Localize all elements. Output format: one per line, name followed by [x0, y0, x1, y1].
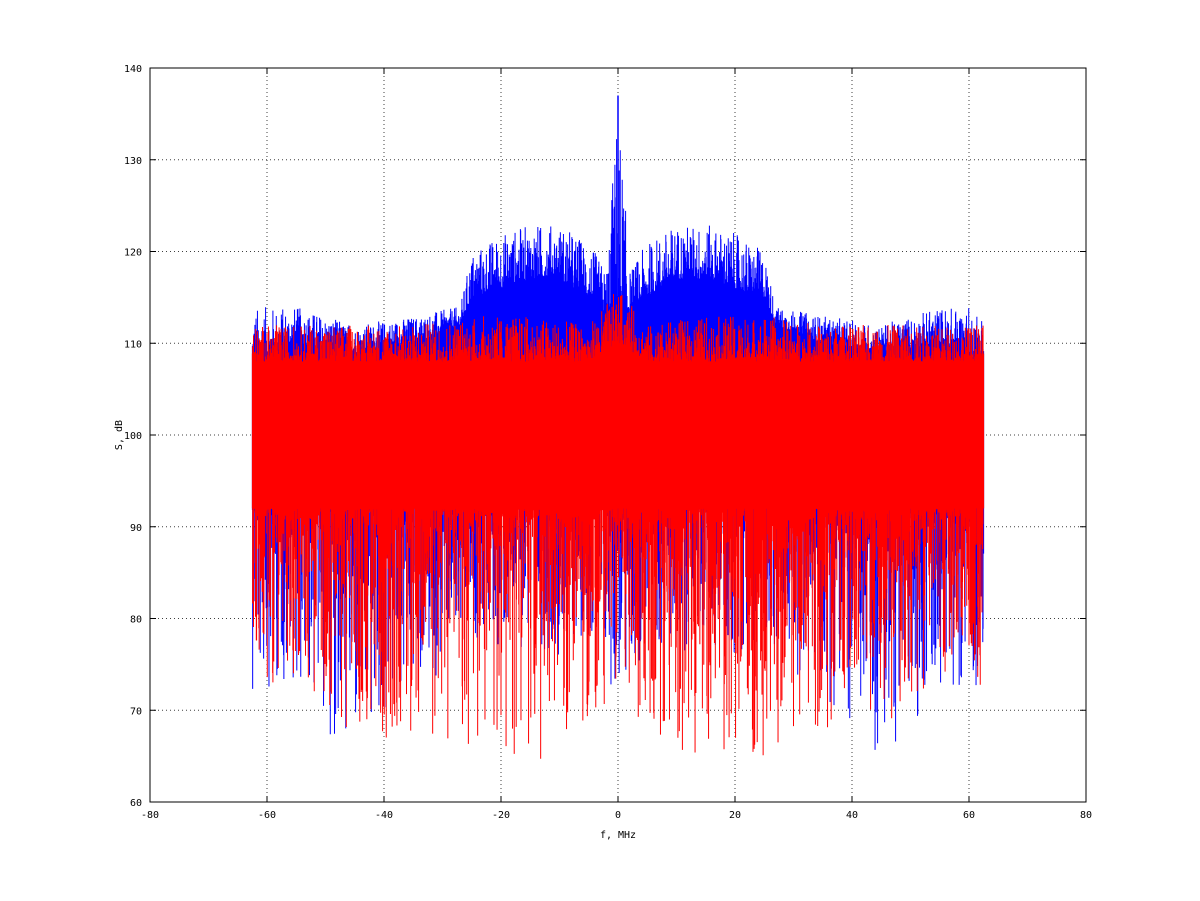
x-tick-label: -40 — [375, 810, 393, 821]
x-tick-label: -80 — [141, 810, 159, 821]
x-tick-labels: -80 -60 -40 -20 0 20 40 60 80 — [141, 810, 1092, 821]
y-tick-label: 130 — [124, 156, 142, 167]
series-2-trace — [251, 293, 985, 759]
y-tick-label: 80 — [130, 615, 142, 626]
x-tick-label: 20 — [729, 810, 741, 821]
y-tick-label: 110 — [124, 339, 142, 350]
y-axis-label: S, dB — [114, 420, 125, 450]
y-tick-label: 140 — [124, 64, 142, 75]
y-tick-label: 90 — [130, 523, 142, 534]
y-tick-label: 60 — [130, 798, 142, 809]
x-axis-label: f, MHz — [600, 830, 636, 841]
series-layer — [251, 95, 985, 759]
axes-frame — [149, 67, 1087, 803]
x-tick-label: -20 — [492, 810, 510, 821]
y-tick-label: 120 — [124, 248, 142, 259]
y-tick-label: 70 — [130, 706, 142, 717]
x-tick-label: 0 — [615, 810, 621, 821]
x-tick-label: 60 — [963, 810, 975, 821]
x-tick-label: -60 — [258, 810, 276, 821]
y-tick-labels: 60 70 80 90 100 110 120 130 140 — [124, 64, 142, 809]
x-tick-label: 40 — [846, 810, 858, 821]
x-tick-label: 80 — [1080, 810, 1092, 821]
y-tick-label: 100 — [124, 431, 142, 442]
